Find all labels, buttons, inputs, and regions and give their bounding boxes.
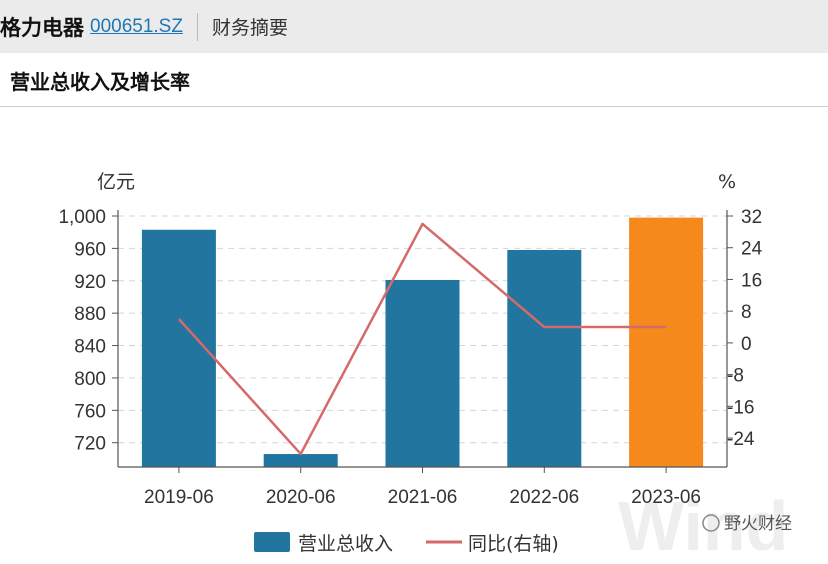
left-tick-label: 840 <box>74 337 106 358</box>
x-axis-ticks: 2019-06 2020-06 2021-06 2022-06 2023-06 <box>144 467 701 508</box>
x-tick-label: 2020-06 <box>266 487 336 508</box>
bar-2019-06 <box>141 229 216 467</box>
section-divider <box>0 106 828 107</box>
left-tick-label: 1,000 <box>58 207 106 228</box>
x-tick-label: 2023-06 <box>631 487 701 508</box>
left-tick-label: 720 <box>74 434 106 455</box>
right-tick-label: 16 <box>741 270 762 291</box>
watermark-account-name: 野火财经 <box>724 514 792 534</box>
left-tick-label: 880 <box>74 304 106 325</box>
bar-2022-06 <box>507 250 582 467</box>
legend-swatch-bar <box>254 532 290 552</box>
bars <box>141 217 704 467</box>
company-name: 格力电器 <box>0 15 84 40</box>
grid <box>118 215 727 444</box>
left-axis-ticks: 720 760 800 840 880 920 960 1,000 <box>58 207 118 455</box>
bar-2023-06 <box>629 217 704 467</box>
stock-code-link[interactable]: 000651.SZ <box>90 15 183 37</box>
left-tick-label: 920 <box>74 272 106 293</box>
left-tick-label: 760 <box>74 401 106 422</box>
top-bar: 格力电器 000651.SZ 财务摘要 <box>0 0 828 53</box>
wechat-icon <box>702 514 720 532</box>
right-tick-label: 8 <box>741 302 752 323</box>
legend: 营业总收入 同比(右轴) <box>254 532 559 555</box>
bar-2020-06 <box>263 454 338 467</box>
left-tick-label: 800 <box>74 369 106 390</box>
right-tick-label: 32 <box>741 207 762 228</box>
right-axis-ticks: -24 -16 -8 0 8 16 24 32 <box>727 207 763 450</box>
divider <box>196 12 198 41</box>
legend-label-revenue: 营业总收入 <box>298 533 393 555</box>
right-tick-label: 24 <box>741 239 763 260</box>
left-tick-label: 960 <box>74 239 106 260</box>
legend-label-growth: 同比(右轴) <box>468 533 559 555</box>
right-tick-label: -8 <box>727 366 744 387</box>
right-axis-unit: % <box>718 171 736 193</box>
x-tick-label: 2021-06 <box>388 487 458 508</box>
x-tick-label: 2019-06 <box>144 487 214 508</box>
right-tick-label: 0 <box>741 334 752 355</box>
bar-2021-06 <box>385 279 460 467</box>
section-title: 营业总收入及增长率 <box>10 70 190 94</box>
right-tick-label: -24 <box>727 429 755 450</box>
right-tick-label: -16 <box>727 397 754 418</box>
growth-line <box>177 222 667 456</box>
x-tick-label: 2022-06 <box>509 487 579 508</box>
watermark-account: 野火财经 <box>702 514 792 534</box>
left-axis-unit: 亿元 <box>97 171 135 193</box>
financial-summary-tab[interactable]: 财务摘要 <box>211 17 288 39</box>
